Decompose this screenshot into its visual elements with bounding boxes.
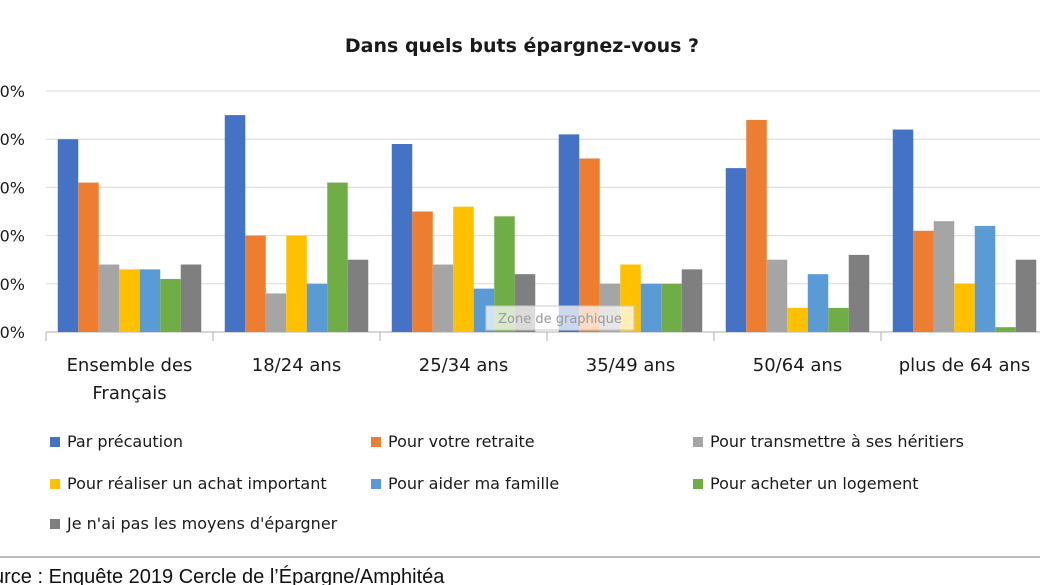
legend-label: Je n'ai pas les moyens d'épargner: [66, 514, 338, 533]
y-tick-label: 0%: [0, 130, 25, 149]
legend-swatch: [50, 519, 60, 529]
bar: [579, 158, 600, 332]
bar: [119, 269, 140, 332]
bar: [1015, 259, 1037, 332]
bar: [412, 211, 433, 332]
category-label: 35/49 ans: [586, 355, 675, 376]
bar: [265, 293, 287, 332]
legend-swatch: [50, 479, 60, 489]
category-label: 25/34 ans: [419, 355, 508, 376]
gridlines: [46, 90, 1040, 285]
bar: [347, 259, 369, 332]
source-note: urce : Enquête 2019 Cercle de l’Épargne/…: [0, 565, 445, 585]
legend-label: Pour réaliser un achat important: [67, 474, 327, 493]
category-label: Ensemble des: [67, 355, 193, 376]
chart-area-tooltip: Zone de graphique: [485, 305, 635, 331]
bar: [245, 235, 266, 332]
category-label: plus de 64 ans: [899, 355, 1031, 376]
bar: [432, 264, 454, 332]
bar: [558, 134, 580, 332]
y-tick-label: 0%: [0, 227, 25, 246]
bar: [725, 168, 747, 332]
bar: [391, 144, 413, 332]
legend-swatch: [693, 437, 703, 447]
bar: [913, 230, 934, 332]
bar: [954, 283, 975, 332]
bar: [160, 278, 181, 332]
bar: [78, 182, 99, 332]
chart-title: Dans quels buts épargnez-vous ?: [345, 35, 699, 57]
legend: Par précaution Pour votre retraite Pour tr…: [50, 432, 964, 533]
bar: [746, 119, 767, 332]
tooltip-text: Zone de graphique: [498, 312, 622, 327]
legend-label: Pour votre retraite: [388, 432, 535, 451]
y-tick-label: 0%: [0, 323, 25, 342]
bar: [661, 283, 682, 332]
y-tick-label: 0%: [0, 82, 25, 101]
legend-label: Pour acheter un logement: [710, 474, 918, 493]
legend-swatch: [693, 479, 703, 489]
bar: [807, 274, 829, 332]
bars: [57, 115, 1037, 332]
bar: [494, 216, 515, 332]
y-tick-label: 0%: [0, 178, 25, 197]
bar: [848, 254, 870, 332]
category-label: Français: [92, 383, 166, 404]
legend-label: Par précaution: [67, 432, 183, 451]
bar: [681, 269, 703, 332]
tooltip-box: [485, 305, 635, 331]
bar: [57, 139, 79, 332]
bar: [180, 264, 202, 332]
x-axis-categories: Ensemble des Français 18/24 ans 25/34 ans 35…: [67, 355, 1031, 404]
bar: [327, 182, 348, 332]
y-axis: 0% 0% 0% 0% 0% 0%: [0, 82, 1040, 342]
legend-swatch: [371, 437, 381, 447]
bar: [286, 235, 307, 332]
bar: [139, 269, 161, 332]
bar: [995, 327, 1016, 332]
bar: [766, 259, 788, 332]
bar: [974, 225, 996, 332]
bar: [933, 221, 955, 332]
bar: [892, 129, 914, 332]
y-tick-label: 0%: [0, 275, 25, 294]
legend-label: Pour transmettre à ses héritiers: [710, 432, 964, 451]
bar: [98, 264, 120, 332]
bar: [640, 283, 662, 332]
legend-label: Pour aider ma famille: [388, 474, 559, 493]
bar: [787, 307, 808, 332]
category-label: 18/24 ans: [252, 355, 341, 376]
bar: [224, 115, 246, 332]
bar: [306, 283, 328, 332]
legend-swatch: [50, 437, 60, 447]
category-label: 50/64 ans: [753, 355, 842, 376]
bar: [453, 206, 474, 332]
bar: [828, 307, 849, 332]
legend-swatch: [371, 479, 381, 489]
